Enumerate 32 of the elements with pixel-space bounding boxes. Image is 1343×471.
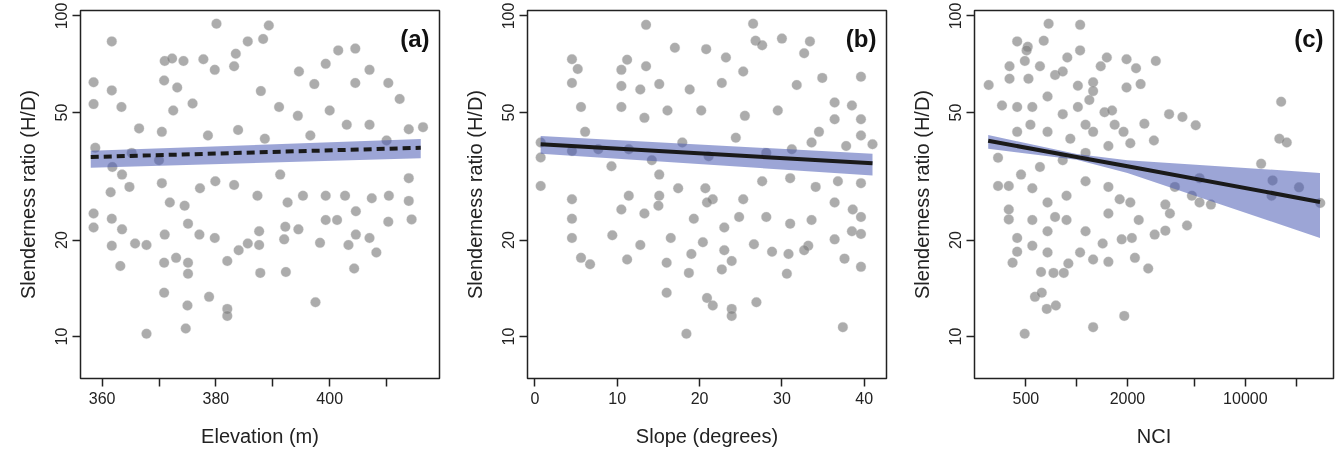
x-axis-title: NCI [1136, 424, 1172, 447]
annotation: (c) [1294, 24, 1324, 52]
y-tick-label: 50 [947, 103, 965, 122]
x-tick-label: 500 [1012, 389, 1040, 407]
x-tick-label: 380 [202, 389, 230, 407]
x-tick-label: 0 [530, 389, 540, 407]
x-tick-label: 20 [690, 389, 709, 407]
y-tick-label: 100 [500, 2, 518, 30]
annotation: (b) [845, 24, 877, 52]
y-tick-label: 100 [53, 2, 71, 30]
y-axis-title: Slenderness ratio (H/D) [910, 90, 933, 299]
y-tick-label: 20 [947, 231, 965, 249]
x-tick-label: 360 [88, 389, 116, 407]
x-tick-label: 400 [316, 389, 344, 407]
y-tick-label: 20 [500, 231, 518, 249]
x-axis-title: Slope (degrees) [635, 424, 779, 447]
y-axis-title: Slenderness ratio (H/D) [16, 90, 39, 299]
y-tick-label: 20 [53, 231, 71, 249]
y-tick-label: 50 [500, 103, 518, 122]
y-tick-label: 10 [947, 327, 965, 346]
x-tick-label: 10000 [1223, 389, 1268, 407]
annotation: (a) [400, 24, 430, 52]
x-tick-label: 40 [855, 389, 874, 407]
x-tick-label: 30 [773, 389, 791, 407]
y-tick-label: 100 [947, 2, 965, 30]
x-tick-label: 2000 [1109, 389, 1146, 407]
y-axis-title: Slenderness ratio (H/D) [463, 90, 486, 299]
y-tick-label: 10 [500, 327, 518, 346]
x-tick-label: 10 [608, 389, 627, 407]
y-tick-label: 10 [53, 327, 71, 346]
y-tick-label: 50 [53, 103, 71, 122]
x-axis-title: Elevation (m) [201, 424, 319, 447]
